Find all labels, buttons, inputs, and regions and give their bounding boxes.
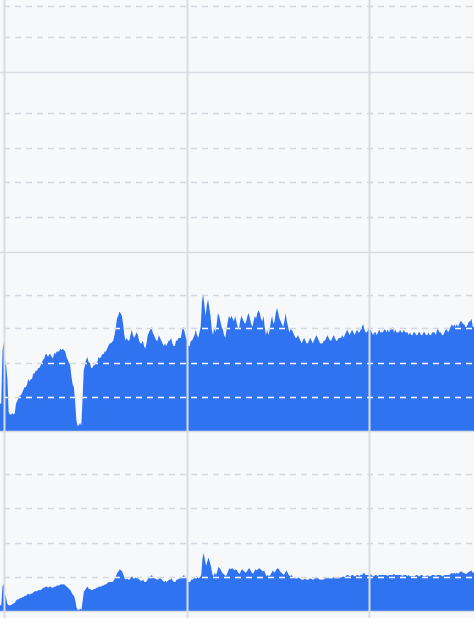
panel-4-area-series <box>0 553 474 611</box>
